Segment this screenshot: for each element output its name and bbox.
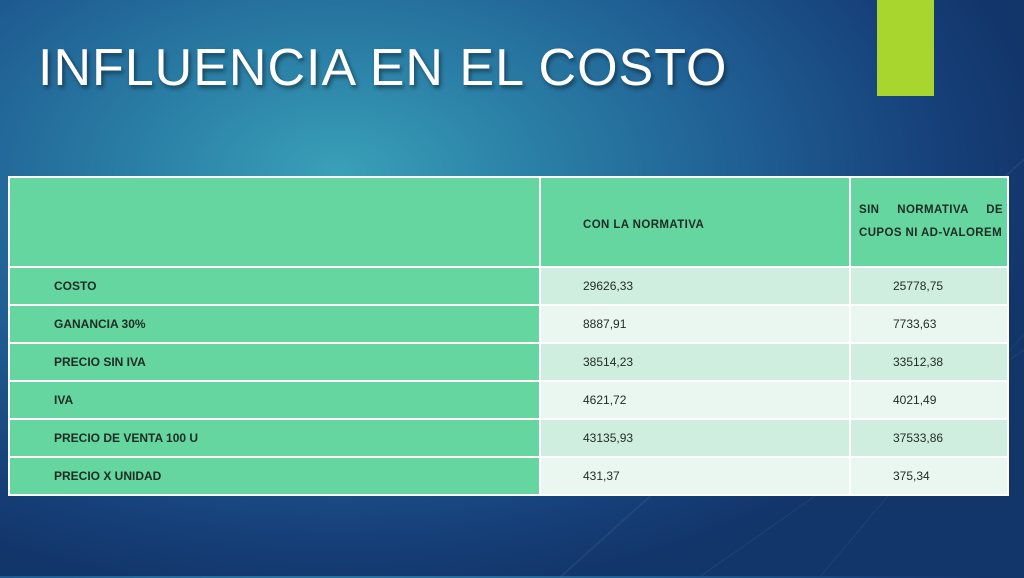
cell-sin-normativa: 37533,86 bbox=[849, 418, 1009, 458]
slide-title: INFLUENCIA EN EL COSTO bbox=[38, 39, 728, 97]
row-label: COSTO bbox=[8, 266, 541, 306]
row-label: PRECIO DE VENTA 100 U bbox=[8, 418, 541, 458]
cell-con-normativa: 29626,33 bbox=[539, 266, 851, 306]
header-cell-con-normativa: CON LA NORMATIVA bbox=[539, 176, 851, 268]
table-row: GANANCIA 30% 8887,91 7733,63 bbox=[8, 304, 1009, 344]
cell-sin-normativa: 375,34 bbox=[849, 456, 1009, 496]
row-label: PRECIO X UNIDAD bbox=[8, 456, 541, 496]
header-cell-sin-normativa: SIN NORMATIVA DE CUPOS NI AD-VALOREM bbox=[849, 176, 1009, 268]
table-row: PRECIO X UNIDAD 431,37 375,34 bbox=[8, 456, 1009, 496]
row-label: GANANCIA 30% bbox=[8, 304, 541, 344]
cell-sin-normativa: 7733,63 bbox=[849, 304, 1009, 344]
cell-con-normativa: 38514,23 bbox=[539, 342, 851, 382]
cost-table: CON LA NORMATIVA SIN NORMATIVA DE CUPOS … bbox=[8, 176, 1009, 496]
cell-sin-normativa: 33512,38 bbox=[849, 342, 1009, 382]
table-header-row: CON LA NORMATIVA SIN NORMATIVA DE CUPOS … bbox=[8, 176, 1009, 268]
table-row: COSTO 29626,33 25778,75 bbox=[8, 266, 1009, 306]
accent-bar bbox=[877, 0, 934, 96]
table-row: IVA 4621,72 4021,49 bbox=[8, 380, 1009, 420]
cell-con-normativa: 43135,93 bbox=[539, 418, 851, 458]
row-label: PRECIO SIN IVA bbox=[8, 342, 541, 382]
table-row: PRECIO SIN IVA 38514,23 33512,38 bbox=[8, 342, 1009, 382]
table-row: PRECIO DE VENTA 100 U 43135,93 37533,86 bbox=[8, 418, 1009, 458]
cell-sin-normativa: 25778,75 bbox=[849, 266, 1009, 306]
cell-con-normativa: 8887,91 bbox=[539, 304, 851, 344]
header-cell-empty bbox=[8, 176, 541, 268]
row-label: IVA bbox=[8, 380, 541, 420]
cell-con-normativa: 4621,72 bbox=[539, 380, 851, 420]
cell-sin-normativa: 4021,49 bbox=[849, 380, 1009, 420]
cell-con-normativa: 431,37 bbox=[539, 456, 851, 496]
